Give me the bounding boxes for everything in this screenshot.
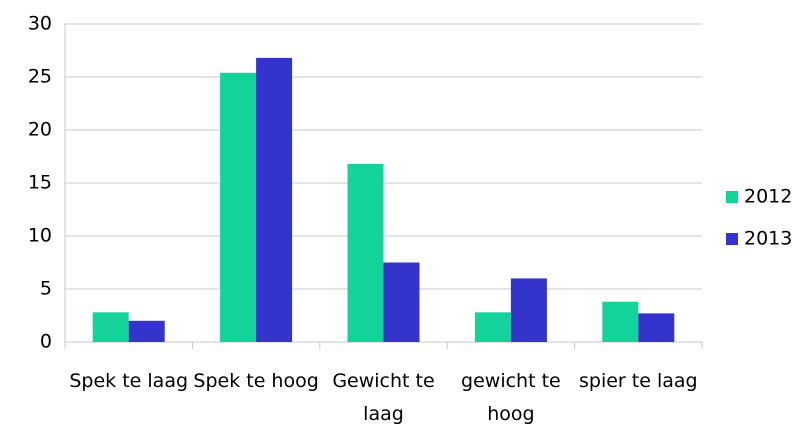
bar [92,312,129,342]
bar [474,312,511,342]
y-tick-label: 15 [28,172,52,194]
bar [602,301,639,342]
x-tick-label: Gewicht te laag [332,370,435,425]
x-tick-label: spier te laag [578,370,698,392]
bar [256,57,293,343]
legend-label: 2012 [744,186,792,208]
x-tick-label: Spek te laag [69,370,189,392]
y-tick-label: 0 [40,331,52,353]
bar [510,278,547,342]
y-tick-label: 5 [40,278,52,300]
x-tick-label: gewicht te hoog [461,370,561,425]
bar [383,262,420,342]
y-tick-label: 25 [28,66,52,88]
y-tick-label: 20 [28,119,52,141]
bar [220,72,257,342]
legend-swatch [726,233,738,245]
y-tick-label: 10 [28,225,52,247]
bar [128,320,165,342]
legend-swatch [726,191,738,203]
bar [638,313,675,342]
y-tick-label: 30 [28,13,52,35]
bar [347,163,384,342]
x-tick-label: Spek te hoog [193,370,319,392]
legend-label: 2013 [744,228,792,250]
